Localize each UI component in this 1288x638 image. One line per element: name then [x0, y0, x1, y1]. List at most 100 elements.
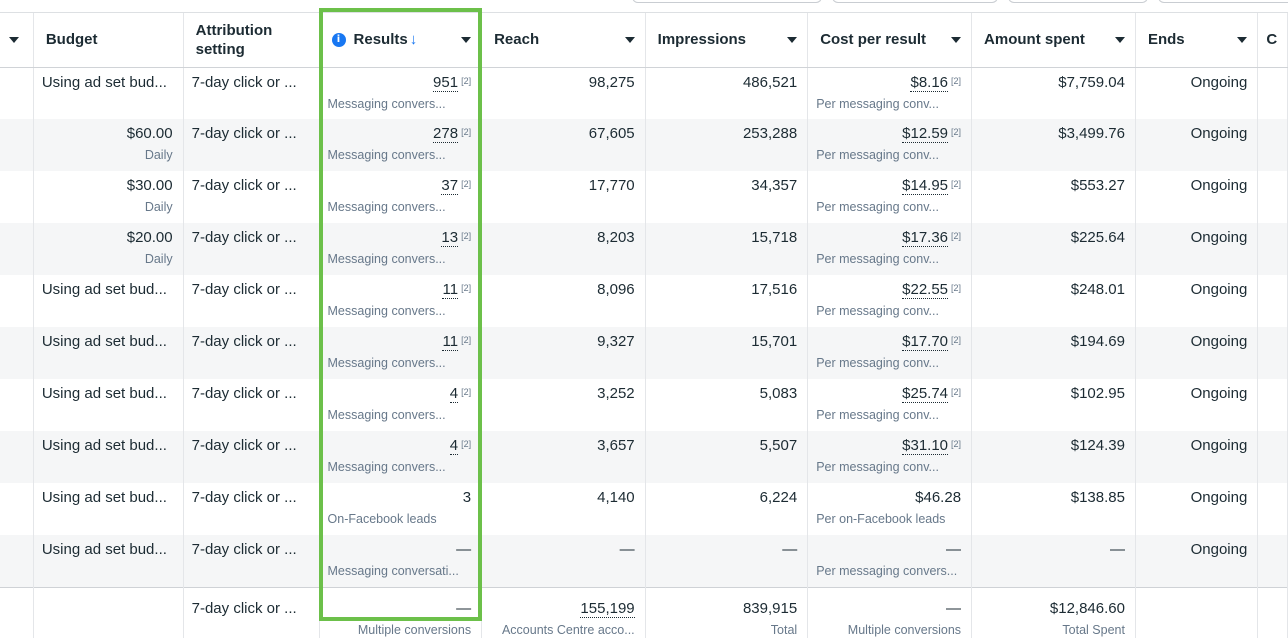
cost-per-result-cell[interactable]: $8.16 [2] Per messaging conv... — [807, 67, 973, 119]
ends-cell[interactable]: Ongoing — [1135, 171, 1259, 223]
column-header-reach[interactable]: Reach — [481, 13, 646, 68]
attribution-cell[interactable]: 7-day click or ... — [183, 431, 320, 483]
attribution-cell[interactable]: 7-day click or ... — [183, 67, 320, 119]
ends-cell[interactable]: Ongoing — [1135, 535, 1259, 587]
footnote-marker[interactable]: [2] — [461, 179, 472, 189]
cost-per-result-value[interactable]: $17.36 — [902, 229, 949, 247]
cost-per-result-value[interactable]: $17.70 — [902, 333, 949, 351]
toolbar-button[interactable] — [1008, 0, 1148, 3]
amount-spent-cell[interactable]: $225.64 — [971, 223, 1136, 275]
attribution-cell[interactable]: 7-day click or ... — [183, 119, 320, 171]
column-header-results[interactable]: i Results ↓ — [319, 13, 483, 68]
budget-cell[interactable]: $60.00 Daily — [33, 119, 184, 171]
cost-per-result-cell[interactable]: — Per messaging convers... — [807, 535, 973, 587]
results-value[interactable]: 278 — [433, 125, 459, 143]
attribution-cell[interactable]: 7-day click or ... — [183, 379, 320, 431]
row-edge-cell[interactable] — [0, 223, 34, 275]
table-row[interactable]: Using ad set bud... 7-day click or ... 11[… — [0, 275, 1288, 327]
budget-cell[interactable]: Using ad set bud... — [33, 535, 184, 587]
impressions-cell[interactable]: 6,224 — [645, 483, 809, 535]
impressions-cell[interactable]: 15,701 — [645, 327, 809, 379]
attribution-cell[interactable]: 7-day click or ... — [183, 223, 320, 275]
row-edge-cell[interactable] — [0, 171, 34, 223]
column-header-ends[interactable]: Ends — [1135, 13, 1259, 68]
row-edge-cell[interactable] — [0, 431, 34, 483]
footnote-marker[interactable]: [2] — [951, 387, 962, 397]
table-row[interactable]: Using ad set bud... 7-day click or ... 951… — [0, 67, 1288, 119]
ends-cell[interactable]: Ongoing — [1135, 119, 1259, 171]
cost-per-result-cell[interactable]: $14.95 [2] Per messaging conv... — [807, 171, 973, 223]
cost-per-result-value[interactable]: $31.10 — [902, 437, 949, 455]
cost-per-result-cell[interactable]: $17.70 [2] Per messaging conv... — [807, 327, 973, 379]
cost-per-result-value[interactable]: $14.95 — [902, 177, 949, 195]
amount-spent-cell[interactable]: $553.27 — [971, 171, 1136, 223]
footnote-marker[interactable]: [2] — [461, 127, 472, 137]
table-row[interactable]: $30.00 Daily 7-day click or ... 37 [2] Messag… — [0, 171, 1288, 223]
impressions-cell[interactable]: 15,718 — [645, 223, 809, 275]
attribution-cell[interactable]: 7-day click or ... — [183, 327, 320, 379]
ends-cell[interactable]: Ongoing — [1135, 223, 1259, 275]
footnote-marker[interactable]: [2] — [461, 283, 472, 293]
ends-cell[interactable]: Ongoing — [1135, 431, 1259, 483]
table-row[interactable]: Using ad set bud... 7-day click or ... 4 [2… — [0, 431, 1288, 483]
column-header-amount-spent[interactable]: Amount spent — [971, 13, 1136, 68]
column-header-impressions[interactable]: Impressions — [645, 13, 809, 68]
amount-spent-cell[interactable]: $194.69 — [971, 327, 1136, 379]
impressions-cell[interactable]: — — [645, 535, 809, 587]
impressions-cell[interactable]: 17,516 — [645, 275, 809, 327]
caret-down-icon[interactable] — [951, 36, 962, 43]
row-edge-cell[interactable] — [0, 327, 34, 379]
impressions-cell[interactable]: 5,083 — [645, 379, 809, 431]
cost-per-result-cell[interactable]: $22.55 [2] Per messaging conv... — [807, 275, 973, 327]
amount-spent-cell[interactable]: $102.95 — [971, 379, 1136, 431]
cost-per-result-value[interactable]: $25.74 — [902, 385, 949, 403]
results-value[interactable]: 13 — [441, 229, 459, 247]
toolbar-button[interactable] — [1158, 0, 1288, 3]
table-row[interactable]: $60.00 Daily 7-day click or ... 278 [2] Messa… — [0, 119, 1288, 171]
column-header-previous[interactable] — [0, 13, 34, 68]
table-row[interactable]: Using ad set bud... 7-day click or ... 11[… — [0, 327, 1288, 379]
results-value[interactable]: 4 — [449, 437, 459, 455]
row-edge-cell[interactable] — [0, 275, 34, 327]
attribution-cell[interactable]: 7-day click or ... — [183, 483, 320, 535]
impressions-cell[interactable]: 5,507 — [645, 431, 809, 483]
results-cell[interactable]: — Messaging conversati... — [319, 535, 483, 587]
caret-down-icon[interactable] — [624, 36, 635, 43]
attribution-cell[interactable]: 7-day click or ... — [183, 171, 320, 223]
budget-cell[interactable]: $30.00 Daily — [33, 171, 184, 223]
budget-cell[interactable]: Using ad set bud... — [33, 379, 184, 431]
footnote-marker[interactable]: [2] — [951, 283, 962, 293]
reach-cell[interactable]: 4,140 — [481, 483, 646, 535]
footnote-marker[interactable]: [2] — [951, 439, 962, 449]
column-header-partial[interactable]: C — [1257, 13, 1288, 68]
budget-cell[interactable]: Using ad set bud... — [33, 275, 184, 327]
ends-cell[interactable]: Ongoing — [1135, 483, 1259, 535]
cost-per-result-cell[interactable]: $31.10 [2] Per messaging conv... — [807, 431, 973, 483]
attribution-cell[interactable]: 7-day click or ... — [183, 275, 320, 327]
results-value[interactable]: 37 — [441, 177, 459, 195]
amount-spent-cell[interactable]: $7,759.04 — [971, 67, 1136, 119]
budget-cell[interactable]: Using ad set bud... — [33, 431, 184, 483]
reach-cell[interactable]: 98,275 — [481, 67, 646, 119]
results-cell[interactable]: 3 On-Facebook leads — [319, 483, 483, 535]
footnote-marker[interactable]: [2] — [951, 231, 962, 241]
results-cell[interactable]: 278 [2] Messaging convers... — [319, 119, 483, 171]
budget-cell[interactable]: Using ad set bud... — [33, 483, 184, 535]
column-header-cost-per-result[interactable]: Cost per result — [807, 13, 973, 68]
reach-cell[interactable]: 8,096 — [481, 275, 646, 327]
ends-cell[interactable]: Ongoing — [1135, 379, 1259, 431]
results-cell[interactable]: 11 [2] Messaging convers... — [319, 327, 483, 379]
table-row[interactable]: Using ad set bud... 7-day click or ... 3 On… — [0, 483, 1288, 535]
row-edge-cell[interactable] — [0, 535, 34, 587]
impressions-cell[interactable]: 253,288 — [645, 119, 809, 171]
amount-spent-cell[interactable]: $138.85 — [971, 483, 1136, 535]
table-row[interactable]: Using ad set bud... 7-day click or ... — Me… — [0, 535, 1288, 587]
results-value[interactable]: 11 — [442, 333, 459, 351]
caret-down-icon[interactable] — [1237, 36, 1248, 43]
reach-cell[interactable]: — — [481, 535, 646, 587]
toolbar-button[interactable] — [632, 0, 822, 3]
row-edge-cell[interactable] — [0, 119, 34, 171]
reach-cell[interactable]: 67,605 — [481, 119, 646, 171]
cost-per-result-cell[interactable]: $17.36 [2] Per messaging conv... — [807, 223, 973, 275]
amount-spent-cell[interactable]: — — [971, 535, 1136, 587]
